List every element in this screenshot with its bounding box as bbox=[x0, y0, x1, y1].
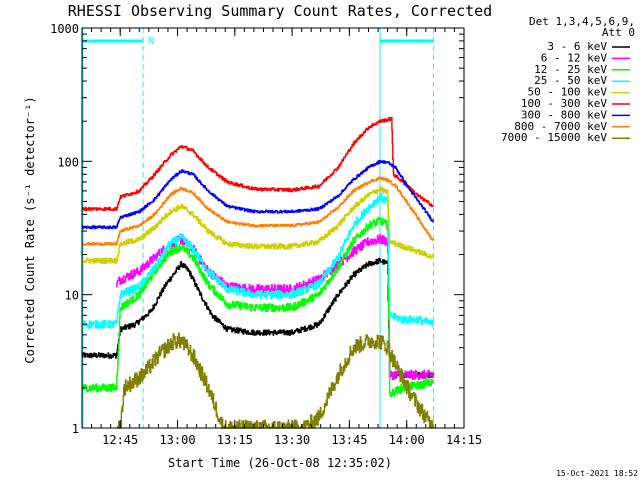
y-tick-label: 1 bbox=[72, 422, 79, 436]
legend-entry-label: 12 - 25 keV bbox=[534, 63, 607, 76]
series-line bbox=[81, 192, 434, 329]
x-tick-label: 14:00 bbox=[389, 433, 425, 447]
series-line bbox=[81, 116, 434, 212]
legend-entry-label: 7000 - 15000 keV bbox=[501, 131, 607, 144]
legend-entry-label: 800 - 7000 keV bbox=[514, 120, 607, 133]
legend-header: Att 0 bbox=[602, 26, 635, 39]
x-tick-label: 13:15 bbox=[217, 433, 253, 447]
x-tick-label: 12:45 bbox=[102, 433, 138, 447]
series-line bbox=[81, 186, 434, 264]
y-tick-label: 100 bbox=[57, 155, 79, 169]
x-tick-label: 13:30 bbox=[274, 433, 310, 447]
chart-title: RHESSI Observing Summary Count Rates, Co… bbox=[68, 2, 492, 20]
y-tick-label: 1000 bbox=[50, 22, 79, 36]
series-line bbox=[81, 176, 434, 246]
x-axis-label: Start Time (26-Oct-08 12:35:02) bbox=[168, 456, 392, 470]
legend-header: Det 1,3,4,5,6,9, bbox=[529, 15, 635, 28]
series-line bbox=[116, 332, 434, 429]
legend-entry-label: 300 - 800 keV bbox=[521, 108, 607, 121]
legend-entry-label: 6 - 12 keV bbox=[541, 51, 608, 64]
legend-entry-label: 25 - 50 keV bbox=[534, 74, 607, 87]
series-line bbox=[81, 257, 434, 379]
legend-entry-label: 3 - 6 keV bbox=[547, 40, 607, 53]
x-tick-label: 13:00 bbox=[159, 433, 195, 447]
night-marker-label: N bbox=[148, 36, 154, 47]
plot-frame bbox=[81, 27, 465, 429]
x-tick-label: 14:15 bbox=[446, 433, 482, 447]
y-tick-label: 10 bbox=[65, 289, 79, 303]
series-line bbox=[81, 216, 434, 398]
footer-timestamp: 15-Oct-2021 18:52 bbox=[556, 469, 638, 478]
axis-ticks: 12:45 13:00 13:15 13:30 13:45 14:00 14:15 1 10 10… bbox=[50, 22, 482, 447]
x-tick-label: 13:45 bbox=[331, 433, 367, 447]
y-axis-label: Corrected Count Rate (s⁻¹ detector⁻¹) bbox=[23, 96, 37, 363]
legend-entry-label: 100 - 300 keV bbox=[521, 97, 607, 110]
legend-entry-label: 50 - 100 keV bbox=[528, 86, 608, 99]
plot-area: N bbox=[81, 28, 434, 429]
series-line bbox=[81, 159, 434, 230]
